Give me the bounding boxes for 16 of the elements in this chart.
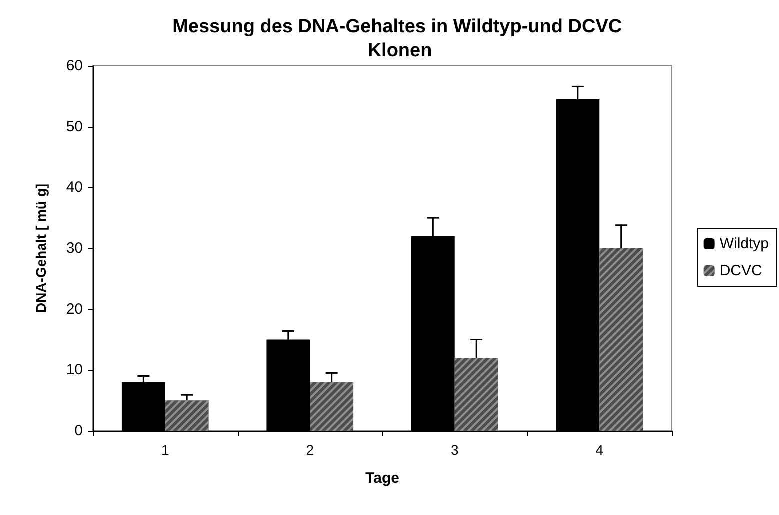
chart-title: Messung des DNA-Gehaltes in Wildtyp-und DCVC Klonen	[172, 16, 628, 62]
legend-label: DCVC	[720, 262, 762, 280]
y-axis-title: DNA-Gehalt [ mü g]	[33, 184, 49, 314]
y-tick-label: 60	[66, 58, 83, 74]
legend-label: Wildtyp	[720, 236, 770, 252]
y-tick-label: 0	[74, 422, 83, 440]
x-tick-label: 3	[450, 442, 459, 458]
x-tick-label: 1	[161, 442, 170, 458]
x-tick-label: 2	[306, 442, 314, 458]
x-tick-label: 4	[596, 442, 604, 458]
y-tick-label: 50	[66, 118, 83, 136]
y-tick-label: 30	[66, 240, 83, 257]
x-axis-title: Tage	[366, 470, 400, 487]
y-tick-label: 40	[66, 179, 83, 196]
y-tick-label: 10	[66, 362, 83, 379]
y-tick-label: 20	[66, 300, 83, 318]
